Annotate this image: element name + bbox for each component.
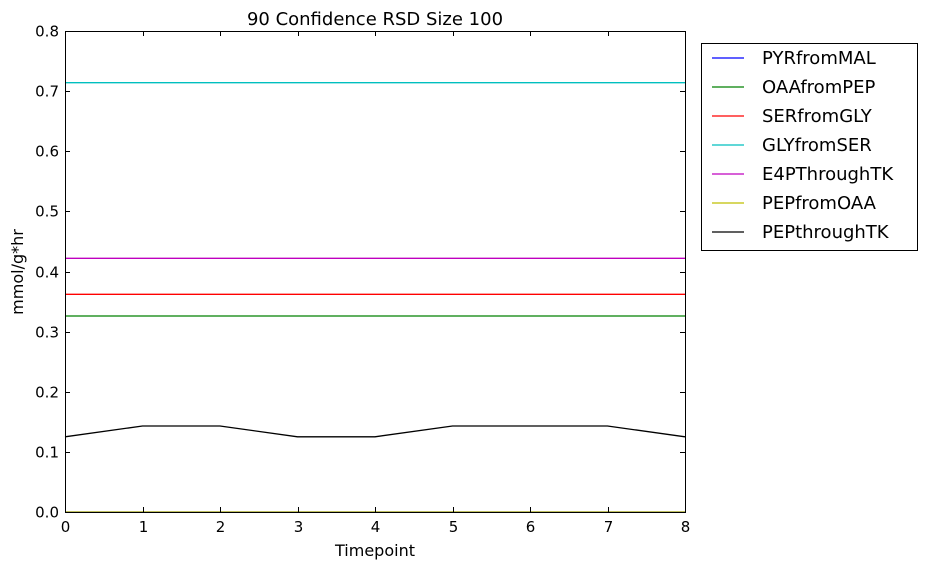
y-tick-label: 0.0 [35, 504, 59, 522]
y-tick-label: 0.6 [35, 143, 59, 161]
x-tick-label: 7 [604, 518, 614, 536]
legend-label: OAAfromPEP [762, 77, 875, 98]
x-tick-label: 4 [371, 518, 381, 536]
legend-label: SERfromGLY [762, 106, 873, 127]
x-axis-title: Timepoint [334, 541, 415, 560]
x-tick-label: 6 [526, 518, 536, 536]
legend-label: GLYfromSER [762, 135, 872, 156]
plot-frame [65, 31, 686, 513]
y-axis-title: mmol/g*hr [8, 229, 27, 315]
ticks-layer: 0 1 2 3 4 5 6 7 8 0.0 0.1 0.2 0.3 0.4 0.5 0.6 0.7 0.8 [35, 23, 690, 537]
legend-label: PEPthroughTK [762, 222, 890, 243]
series-layer [64, 82, 686, 513]
y-tick-label: 0.1 [35, 444, 59, 462]
x-tick-label: 5 [449, 518, 459, 536]
legend-label: PEPfromOAA [762, 193, 877, 214]
legend-items: PYRfromMAL OAAfromPEP SERfromGLY GLYfromSER… [712, 48, 894, 243]
y-tick-label: 0.2 [35, 384, 59, 402]
x-tick-label: 8 [681, 518, 691, 536]
legend-label: PYRfromMAL [762, 48, 876, 69]
x-tick-label: 1 [139, 518, 149, 536]
y-tick-label: 0.7 [35, 83, 59, 101]
chart-title: 90 Confidence RSD Size 100 [247, 9, 503, 30]
y-tick-label: 0.8 [35, 23, 59, 41]
series-line-pepthroughtk [64, 425, 686, 438]
x-tick-label: 0 [61, 518, 71, 536]
y-tick-label: 0.4 [35, 264, 59, 282]
x-tick-label: 2 [216, 518, 226, 536]
y-tick-label: 0.3 [35, 324, 59, 342]
legend-box [701, 43, 918, 251]
x-tick-label: 3 [294, 518, 304, 536]
legend-label: E4PThroughTK [762, 164, 894, 185]
legend: PYRfromMAL OAAfromPEP SERfromGLY GLYfromSER… [701, 43, 918, 251]
y-tick-label: 0.5 [35, 203, 59, 221]
